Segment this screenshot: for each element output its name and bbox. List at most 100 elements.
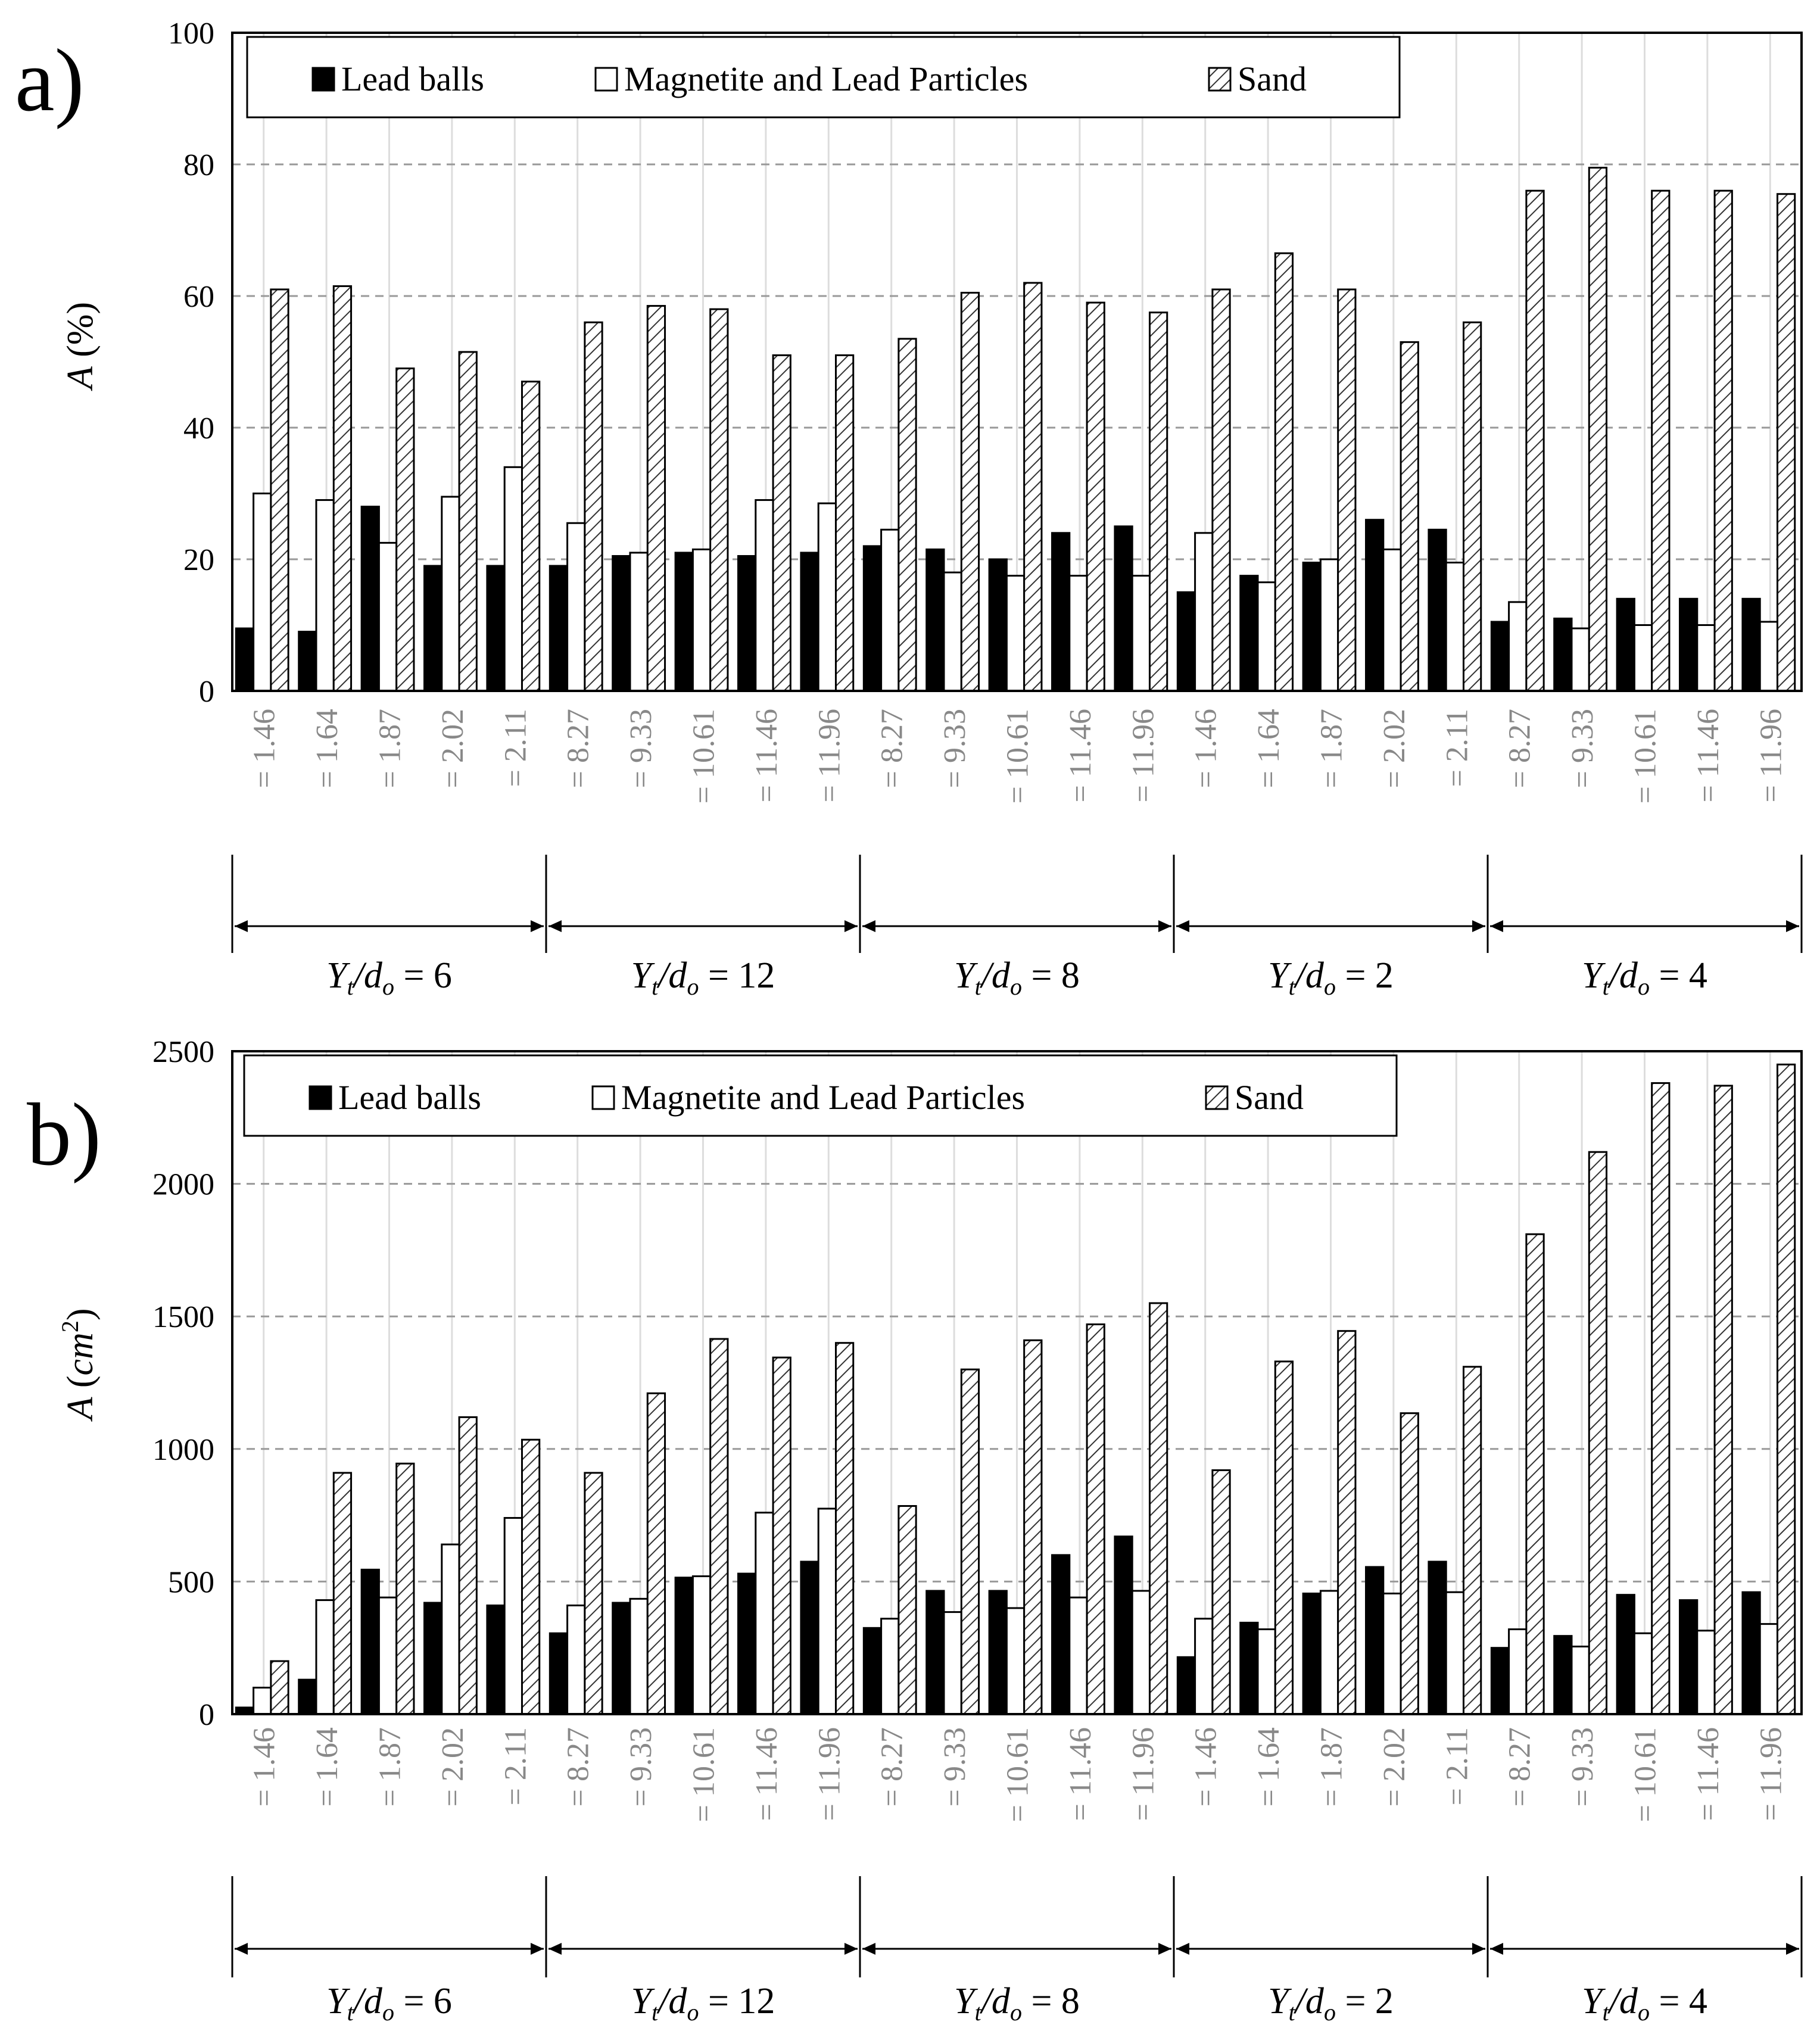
magnetite-bar: [253, 493, 272, 692]
x-tick-label: = 1.64: [1252, 1727, 1286, 1806]
legend-sand-label: Sand: [1238, 60, 1307, 98]
group-arrow-head-right: [531, 1943, 544, 1955]
lead-balls-bar: [1365, 1566, 1385, 1715]
magnetite-bar: [880, 1618, 900, 1715]
group-label-o: o: [1010, 973, 1022, 1000]
lead-balls-bar: [360, 506, 380, 692]
sand-bar: [1462, 321, 1482, 692]
lead-balls-bar: [1114, 1535, 1133, 1715]
group-label-y: Y: [1268, 1981, 1292, 2021]
magnetite-bar: [755, 1512, 774, 1715]
magnetite-bar: [441, 496, 460, 692]
group-label-o: o: [382, 1999, 394, 2026]
x-tick-label: = 2.11: [1440, 1727, 1474, 1805]
x-tick-label: = 8.27: [1503, 1727, 1537, 1806]
x-tick-label: = 10.61: [1629, 1727, 1663, 1822]
x-tick-label: = 10.61: [687, 709, 721, 803]
group-label: Yt/do = 2: [1268, 955, 1394, 1000]
group-label-value: = 4: [1650, 1981, 1707, 2021]
group-arrow-head-right: [1786, 920, 1799, 932]
group-label-o: o: [1324, 1999, 1336, 2026]
sand-bar: [960, 291, 980, 692]
sand-bar: [897, 1505, 917, 1715]
group-label: Yt/do = 6: [326, 955, 452, 1000]
lead-balls-bar: [298, 1678, 317, 1715]
group-label-t: t: [652, 973, 659, 1000]
x-tick-label: = 1.64: [310, 1727, 344, 1806]
lead-balls-bar: [988, 1590, 1008, 1715]
x-tick-label: = 1.46: [248, 1727, 282, 1806]
group-arrow-head-left: [862, 1943, 875, 1955]
x-tick-label: = 8.27: [875, 1727, 909, 1806]
x-tick-label: = 2.11: [498, 1727, 532, 1805]
lead-balls-bar: [1616, 1594, 1635, 1715]
group-label-t: t: [975, 973, 982, 1000]
x-tick-label: = 1.87: [373, 709, 407, 788]
lead-balls-bar: [1741, 597, 1761, 692]
sand-bar: [1776, 1063, 1796, 1715]
x-tick-label: = 8.27: [1503, 709, 1537, 788]
sand-bar: [395, 367, 415, 692]
x-tick-label: = 10.61: [1001, 709, 1035, 803]
magnetite-bar: [1382, 1592, 1402, 1715]
group-arrow-head-right: [1158, 1943, 1171, 1955]
legend-box: [246, 36, 1401, 119]
group-label-t: t: [1289, 1999, 1296, 2026]
lead-balls-bar: [1302, 562, 1322, 692]
lead-balls-bar: [1176, 591, 1196, 692]
group-label-value: = 2: [1336, 955, 1394, 996]
sand-bar: [1588, 1151, 1608, 1715]
magnetite-bar: [1131, 575, 1151, 692]
panel-label: a): [15, 31, 85, 130]
sand-bar: [834, 354, 855, 692]
lead-balls-bar: [1428, 528, 1447, 692]
magnetite-bar: [1005, 575, 1026, 692]
y-tick-label: 1500: [152, 1300, 214, 1334]
group-label: Yt/do = 2: [1268, 1981, 1394, 2026]
group-label-value: = 12: [699, 955, 775, 996]
group-arrow-head-left: [549, 920, 562, 932]
lead-balls-bar: [549, 565, 569, 692]
y-tick-label: 40: [183, 412, 214, 446]
legend-lead-balls-swatch: [308, 1085, 332, 1110]
x-tick-label: = 9.33: [624, 1727, 658, 1806]
magnetite-bar: [880, 528, 900, 692]
group-arrow-head-right: [1158, 920, 1171, 932]
lead-balls-bar: [925, 1590, 945, 1715]
sand-bar: [1023, 1339, 1043, 1715]
magnetite-bar: [1445, 1591, 1464, 1715]
group-arrow-head-left: [1176, 920, 1189, 932]
y-axis-label-paren: (: [60, 1375, 101, 1397]
magnetite-bar: [1382, 548, 1402, 692]
group-label-t: t: [1603, 1999, 1610, 2026]
y-tick-label: 0: [199, 675, 214, 709]
magnetite-bar: [755, 499, 774, 692]
group-label-d: /d: [656, 955, 687, 996]
lead-balls-bar: [1302, 1592, 1322, 1715]
group-arrow-head-left: [1490, 1943, 1503, 1955]
magnetite-bar: [691, 548, 712, 692]
sand-bar: [458, 1416, 478, 1715]
group-label-t: t: [347, 973, 354, 1000]
magnetite-bar: [566, 522, 586, 692]
lead-balls-bar: [235, 627, 255, 692]
magnetite-bar: [1131, 1590, 1151, 1715]
legend-sand-label: Sand: [1235, 1078, 1304, 1117]
magnetite-bar: [1508, 1628, 1528, 1715]
panel-label: b): [27, 1085, 101, 1184]
group-arrow-head-right: [531, 920, 544, 932]
lead-balls-bar: [298, 631, 317, 692]
y-axis-label: A (%): [60, 302, 101, 391]
lead-balls-bar: [1176, 1656, 1196, 1715]
x-tick-label: = 2.02: [436, 709, 470, 788]
group-label-value: = 6: [394, 955, 452, 996]
magnetite-bar: [315, 499, 335, 692]
group-label: Yt/do = 8: [954, 955, 1080, 1000]
group-label-y: Y: [631, 955, 655, 996]
group-label-d: /d: [352, 1981, 383, 2021]
chart-panel-a: 0 20 40 60 80 100 = 1.46 = 1.64 = 1.87 = 2.02 = 2.…: [15, 17, 1803, 1000]
lead-balls-bar: [1428, 1560, 1447, 1715]
group-label: Yt/do = 4: [1582, 1981, 1707, 2026]
x-tick-label: = 11.96: [1754, 709, 1788, 802]
